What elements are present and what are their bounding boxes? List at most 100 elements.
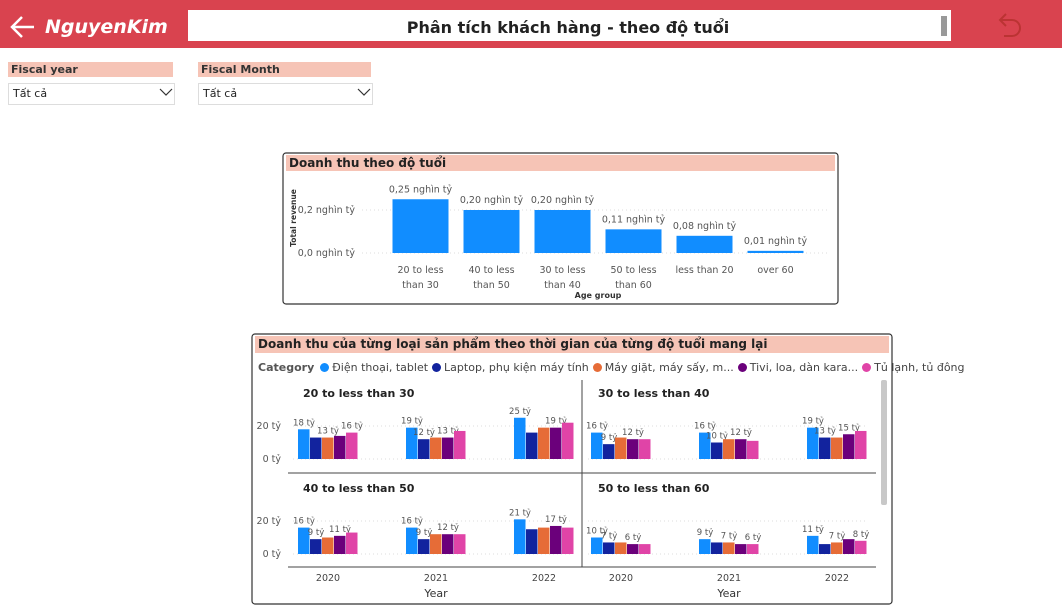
bar <box>747 250 804 253</box>
bar <box>843 434 855 459</box>
data-label: 19 tỷ <box>545 417 567 427</box>
data-label: 25 tỷ <box>509 407 531 417</box>
x-tick-label: 50 to less than 60 <box>610 265 657 291</box>
x-tick-label: 30 to less than 40 <box>539 265 586 291</box>
legend-item: Điện thoại, tablet <box>320 361 428 374</box>
legend: Category Điện thoại, tablet Laptop, phụ k… <box>258 361 969 374</box>
bar <box>819 544 831 554</box>
undo-icon[interactable] <box>998 13 1021 37</box>
bar <box>627 544 639 554</box>
data-label: 7 tỷ <box>829 531 845 541</box>
y-tick-label: 20 tỷ <box>257 516 282 527</box>
data-label: 7 tỷ <box>721 531 737 541</box>
filter-dropdown[interactable]: Tất cả <box>8 83 175 105</box>
bar <box>463 210 520 253</box>
data-label: 16 tỷ <box>293 517 315 527</box>
x-tick-label: 2022 <box>532 573 556 584</box>
bar <box>843 539 855 554</box>
bar <box>615 437 627 459</box>
panel-title: 20 to less than 30 <box>303 387 415 400</box>
bar <box>310 437 322 459</box>
data-label: 15 tỷ <box>838 423 860 433</box>
data-label: 0,11 nghìn tỷ <box>602 214 666 225</box>
data-label: 13 tỷ <box>814 427 836 437</box>
data-label: 11 tỷ <box>329 525 351 535</box>
bar <box>430 534 442 554</box>
bar <box>591 432 603 459</box>
data-label: 10 tỷ <box>586 527 608 537</box>
data-label: 9 tỷ <box>601 433 617 443</box>
legend-label: Điện thoại, tablet <box>332 361 429 374</box>
bar <box>538 427 550 459</box>
filter-dropdown[interactable]: Tất cả <box>198 83 373 105</box>
filter-label: Fiscal Month <box>198 62 371 77</box>
data-label: 17 tỷ <box>545 515 567 525</box>
bar <box>514 417 526 459</box>
bar <box>346 532 358 554</box>
bar <box>699 432 711 459</box>
logo: NguyenKim <box>45 16 168 38</box>
dropdown-arrow[interactable] <box>357 88 371 96</box>
title-scroll <box>941 16 947 36</box>
data-label: 12 tỷ <box>622 428 644 438</box>
legend-item: Tủ lạnh, tủ đông <box>862 361 965 374</box>
legend-swatch <box>432 363 442 372</box>
chart-header <box>255 336 889 353</box>
bar <box>550 525 562 554</box>
bar <box>298 429 310 459</box>
x-tick-label: 2020 <box>609 573 633 584</box>
x-tick-label: 2021 <box>424 573 448 584</box>
y-axis-label: Total revenue <box>289 189 298 247</box>
x-tick-label: 2021 <box>717 573 741 584</box>
bar <box>735 439 747 459</box>
bar <box>534 210 591 253</box>
y-tick-label: 0 tỷ <box>263 454 282 465</box>
dropdown-arrow[interactable] <box>159 88 173 96</box>
y-tick-label: 0,0 nghìn tỷ <box>298 248 356 259</box>
bar <box>603 542 615 554</box>
bar <box>406 427 418 459</box>
filter-label: Fiscal year <box>8 62 173 77</box>
data-label: 6 tỷ <box>745 533 761 543</box>
legend-swatch <box>862 363 872 372</box>
bar <box>723 542 735 554</box>
panel-title: 30 to less than 40 <box>598 387 710 400</box>
bar <box>392 199 449 253</box>
bar <box>406 527 418 554</box>
legend-label: Máy giặt, máy sấy, m... <box>604 361 734 374</box>
bar <box>454 534 466 554</box>
bar <box>615 542 627 554</box>
bar <box>723 439 735 459</box>
data-label: 7 tỷ <box>601 531 617 541</box>
legend-title: Category <box>258 361 315 374</box>
bar <box>605 229 662 253</box>
data-label: 11 tỷ <box>802 525 824 535</box>
data-label: 6 tỷ <box>625 533 641 543</box>
chart-frame <box>251 333 893 605</box>
x-tick-label: over 60 <box>757 265 794 276</box>
legend-label: Tivi, loa, dàn kara... <box>749 361 859 374</box>
bar <box>639 544 651 554</box>
legend-item: Máy giặt, máy sấy, m... <box>592 361 734 374</box>
back-icon[interactable] <box>10 16 34 38</box>
x-tick-label: 2022 <box>825 573 849 584</box>
legend-label: Laptop, phụ kiện máy tính <box>444 361 589 374</box>
panel-title: 40 to less than 50 <box>303 482 415 495</box>
bar <box>855 540 867 554</box>
chart-title: Doanh thu của từng loại sản phẩm theo th… <box>258 337 768 351</box>
scrollbar[interactable] <box>881 380 887 505</box>
title-box <box>188 10 951 41</box>
bar <box>538 527 550 554</box>
bar <box>639 439 651 459</box>
bar <box>346 432 358 459</box>
bar <box>322 437 334 459</box>
data-label: 0,20 nghìn tỷ <box>460 195 524 206</box>
bar <box>442 534 454 554</box>
bar <box>591 537 603 554</box>
data-label: 12 tỷ <box>730 428 752 438</box>
data-label: 9 tỷ <box>308 528 324 538</box>
x-axis-label: Year <box>423 587 448 600</box>
bar <box>819 437 831 459</box>
bar <box>442 437 454 459</box>
